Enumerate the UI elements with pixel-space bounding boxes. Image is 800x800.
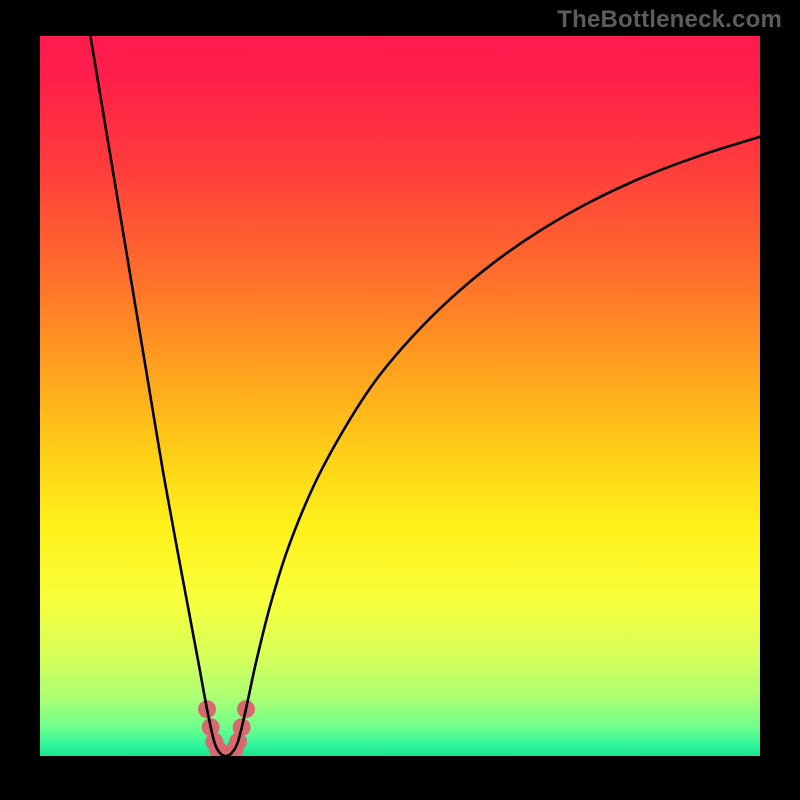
plot-background bbox=[40, 36, 760, 756]
watermark-text: TheBottleneck.com bbox=[557, 6, 782, 34]
chart-stage: TheBottleneck.com bbox=[0, 0, 800, 800]
bottleneck-chart bbox=[0, 0, 800, 800]
